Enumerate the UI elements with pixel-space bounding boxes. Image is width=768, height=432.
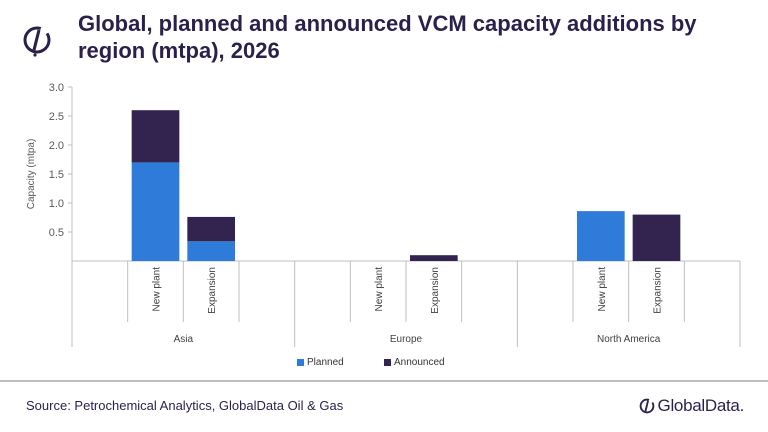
globaldata-logo-icon bbox=[22, 22, 52, 63]
y-tick-label: 1.0 bbox=[49, 198, 64, 210]
brand-name: GlobalData. bbox=[657, 396, 745, 415]
legend-item-announced: Announced bbox=[384, 357, 445, 368]
footer-divider bbox=[0, 380, 768, 382]
bar-planned-asia-new-plant bbox=[131, 162, 180, 261]
y-tick-label: 2.5 bbox=[49, 111, 64, 123]
y-tick-label: 1.5 bbox=[49, 169, 64, 181]
y-tick-label: 3.0 bbox=[49, 82, 64, 94]
legend-label-planned: Planned bbox=[307, 357, 344, 368]
category-label: New plant bbox=[374, 267, 385, 312]
chart-title: Global, planned and announced VCM capaci… bbox=[78, 11, 697, 63]
group-label-north-america: North America bbox=[597, 334, 661, 345]
legend-swatch-announced bbox=[384, 359, 391, 366]
brand-logo: GlobalData. bbox=[639, 396, 744, 416]
y-tick-label: 0.5 bbox=[49, 227, 64, 239]
source-note: Source: Petrochemical Analytics, GlobalD… bbox=[26, 398, 344, 413]
category-label: New plant bbox=[597, 267, 608, 312]
group-label-europe: Europe bbox=[390, 334, 423, 345]
bar-announced-asia-new-plant bbox=[131, 110, 180, 163]
category-label: Expansion bbox=[653, 267, 664, 314]
globaldata-mark-icon bbox=[639, 398, 654, 414]
y-tick-label: 2.0 bbox=[49, 140, 64, 152]
bar-announced-asia-expansion bbox=[187, 216, 235, 242]
category-label: Expansion bbox=[430, 267, 441, 314]
bar-announced-north-america-expansion bbox=[632, 214, 681, 261]
legend-item-planned: Planned bbox=[297, 357, 344, 368]
legend-swatch-planned bbox=[297, 359, 304, 366]
y-axis-label: Capacity (mtpa) bbox=[26, 139, 37, 210]
bar-planned-north-america-new-plant bbox=[577, 211, 625, 261]
bar-announced-europe-expansion bbox=[410, 255, 458, 261]
category-label: Expansion bbox=[207, 267, 218, 314]
group-label-asia: Asia bbox=[174, 334, 194, 345]
bar-planned-asia-expansion bbox=[187, 241, 235, 261]
legend-label-announced: Announced bbox=[394, 357, 445, 368]
chart-area: 0.5 1.0 1.5 2.0 2.5 3.0 Capacity (mtpa) Asia New… bbox=[26, 82, 741, 347]
category-label: New plant bbox=[152, 267, 163, 312]
